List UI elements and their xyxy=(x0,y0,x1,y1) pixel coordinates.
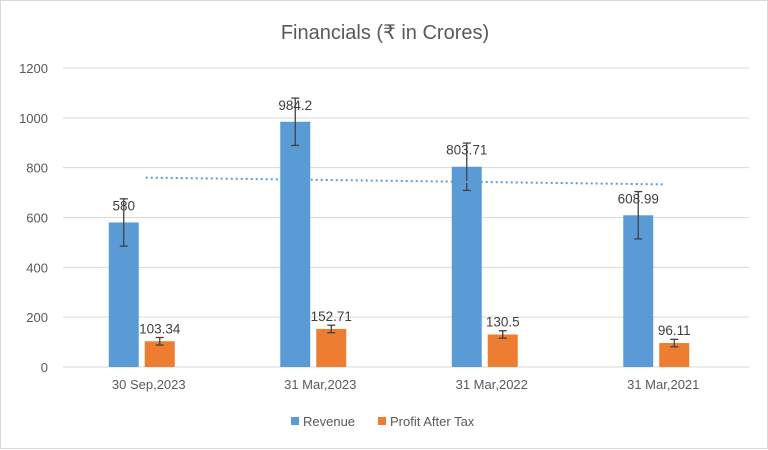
y-tick-label: 1000 xyxy=(19,111,48,126)
y-tick-label: 800 xyxy=(26,161,48,176)
chart-title: Financials (₹ in Crores) xyxy=(281,22,489,44)
x-tick-label: 31 Mar,2022 xyxy=(456,377,528,392)
bar-profit-after-tax xyxy=(487,334,518,367)
trendline xyxy=(145,176,664,186)
error-bar xyxy=(155,336,164,346)
data-label: 580 xyxy=(112,198,135,213)
y-tick-label: 200 xyxy=(26,310,48,325)
error-bar xyxy=(119,198,128,247)
legend-swatch xyxy=(378,417,386,425)
x-tick-label: 31 Mar,2021 xyxy=(627,377,699,392)
bar-revenue xyxy=(451,166,482,367)
bar-revenue xyxy=(623,215,654,367)
y-tick-label: 600 xyxy=(26,211,48,226)
data-label: 984.2 xyxy=(278,98,312,113)
bar-revenue xyxy=(280,121,311,367)
error-bar xyxy=(327,324,336,334)
data-label: 103.34 xyxy=(139,321,181,336)
data-label: 608.99 xyxy=(618,191,659,206)
x-tick-label: 30 Sep,2023 xyxy=(112,377,186,392)
data-label: 803.71 xyxy=(446,143,487,158)
bar-profit-after-tax xyxy=(659,343,690,367)
data-label: 130.5 xyxy=(486,314,520,329)
error-bar xyxy=(498,330,507,339)
y-tick-label: 1200 xyxy=(19,61,48,76)
bar-profit-after-tax xyxy=(316,328,347,367)
x-tick-label: 31 Mar,2023 xyxy=(284,377,356,392)
data-label: 152.71 xyxy=(311,309,352,324)
legend: Revenue Profit After Tax xyxy=(291,414,475,429)
legend-swatch xyxy=(291,417,299,425)
error-bar xyxy=(291,97,300,147)
error-bar xyxy=(634,190,643,240)
legend-label: Profit After Tax xyxy=(390,414,475,429)
y-tick-label: 0 xyxy=(41,360,48,375)
y-tick-label: 400 xyxy=(26,260,48,275)
legend-label: Revenue xyxy=(303,414,355,429)
data-label: 96.11 xyxy=(658,323,691,338)
error-bar xyxy=(670,338,679,348)
